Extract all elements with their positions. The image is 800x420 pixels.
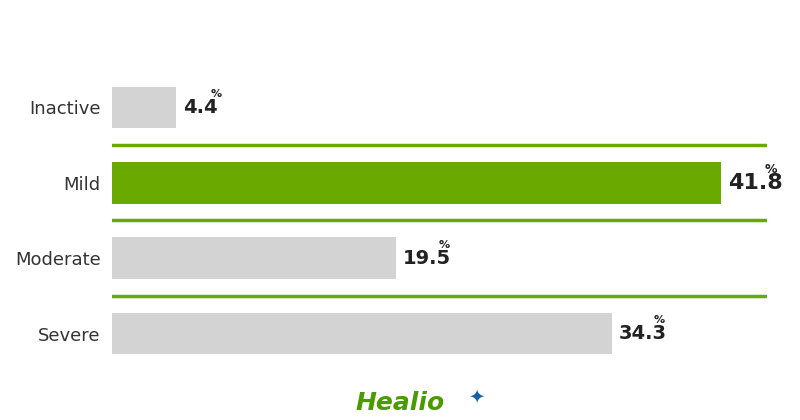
Text: %: % [210,89,222,99]
Text: Severity of eosinophilic esophagitis:: Severity of eosinophilic esophagitis: [171,17,629,37]
Bar [112,313,611,354]
Text: ✦: ✦ [468,387,484,407]
Bar [112,87,176,128]
Bar [112,162,721,204]
Text: 41.8: 41.8 [728,173,783,193]
Text: Healio: Healio [355,391,445,415]
Text: %: % [654,315,665,325]
Text: 34.3: 34.3 [619,324,667,343]
Text: %: % [438,240,450,249]
Text: 4.4: 4.4 [183,98,218,117]
Bar [112,237,396,279]
Text: 19.5: 19.5 [403,249,451,268]
Text: %: % [765,163,777,176]
